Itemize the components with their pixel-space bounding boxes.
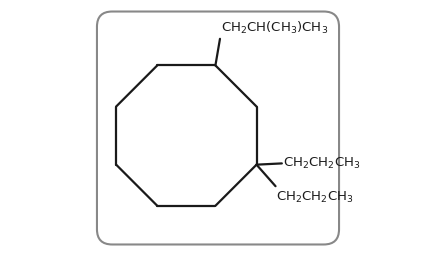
Text: CH$_2$CH$_2$CH$_3$: CH$_2$CH$_2$CH$_3$ bbox=[283, 156, 361, 171]
Text: CH$_2$CH(CH$_3$)CH$_3$: CH$_2$CH(CH$_3$)CH$_3$ bbox=[221, 20, 328, 36]
Text: CH$_2$CH$_2$CH$_3$: CH$_2$CH$_2$CH$_3$ bbox=[276, 190, 354, 205]
